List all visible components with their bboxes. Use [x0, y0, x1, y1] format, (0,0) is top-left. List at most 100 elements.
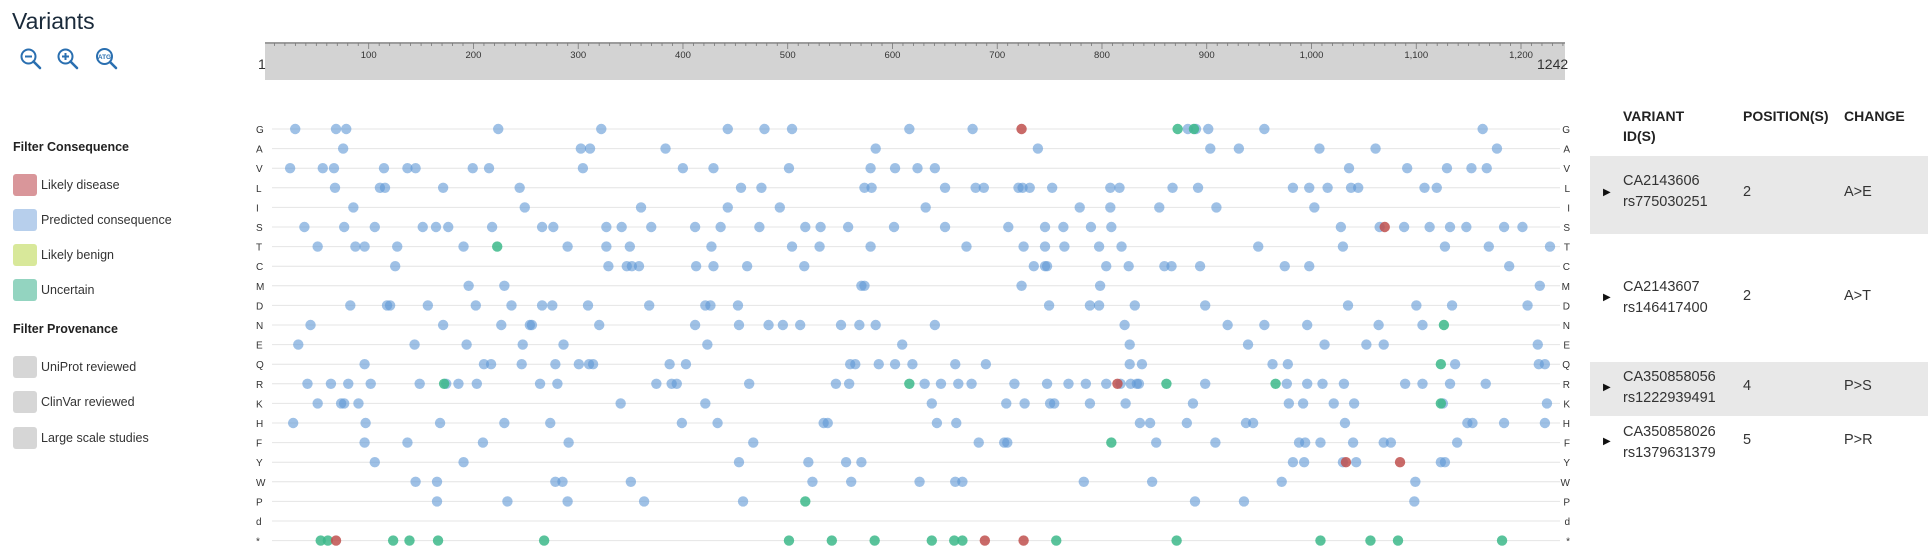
variant-point[interactable]	[1491, 143, 1503, 154]
variant-point[interactable]	[1134, 417, 1146, 429]
variant-point[interactable]	[1541, 398, 1553, 409]
variant-point[interactable]	[562, 496, 573, 507]
variant-point[interactable]	[1199, 378, 1211, 389]
variant-point[interactable]	[950, 359, 961, 370]
variant-point[interactable]	[1063, 378, 1074, 389]
variant-point[interactable]	[888, 221, 900, 233]
variant-point[interactable]	[1534, 280, 1545, 291]
variant-point-uncertain[interactable]	[957, 535, 968, 546]
variant-point[interactable]	[343, 378, 354, 389]
variant-point[interactable]	[514, 182, 525, 193]
variant-point[interactable]	[550, 476, 561, 487]
variant-point[interactable]	[312, 398, 323, 409]
filter-predicted-consequence[interactable]: Predicted consequence	[13, 209, 172, 231]
variant-point[interactable]	[822, 417, 833, 429]
variant-point[interactable]	[732, 300, 744, 311]
variant-point[interactable]	[548, 221, 559, 233]
variant-point-uncertain[interactable]	[869, 535, 880, 546]
variant-point[interactable]	[1240, 417, 1252, 429]
variant-point[interactable]	[562, 241, 573, 252]
variant-point[interactable]	[1314, 143, 1325, 154]
variant-point-uncertain[interactable]	[1496, 535, 1508, 546]
variant-point[interactable]	[365, 378, 376, 389]
variant-point[interactable]	[359, 437, 370, 448]
variant-point-uncertain[interactable]	[1435, 359, 1447, 370]
variant-point[interactable]	[558, 339, 569, 350]
variant-point[interactable]	[483, 163, 495, 174]
variant-point[interactable]	[759, 123, 770, 135]
variant-point[interactable]	[616, 221, 627, 233]
variant-point[interactable]	[690, 261, 702, 272]
variant-point[interactable]	[774, 202, 785, 213]
variant-point[interactable]	[1151, 437, 1162, 448]
variant-point[interactable]	[430, 221, 442, 233]
variant-point[interactable]	[1424, 221, 1435, 233]
variant-point[interactable]	[1059, 241, 1070, 252]
variant-point[interactable]	[1439, 241, 1451, 252]
variant-point[interactable]	[545, 417, 556, 429]
variant-point[interactable]	[290, 123, 301, 135]
variant-point[interactable]	[644, 300, 655, 311]
variant-point[interactable]	[431, 496, 443, 507]
variant-point[interactable]	[477, 437, 489, 448]
variant-point[interactable]	[1350, 457, 1362, 468]
variant-point[interactable]	[1480, 378, 1491, 389]
variant-point[interactable]	[737, 496, 749, 507]
variant-point[interactable]	[865, 241, 876, 252]
variant-point-uncertain[interactable]	[1106, 437, 1117, 448]
variant-point-uncertain[interactable]	[949, 535, 960, 546]
variant-point[interactable]	[1477, 123, 1488, 135]
expand-triangle-icon[interactable]: ▶	[1603, 187, 1611, 198]
variant-point[interactable]	[914, 476, 925, 487]
variant-point[interactable]	[1058, 221, 1069, 233]
variant-point[interactable]	[1304, 261, 1315, 272]
filter-likely-benign[interactable]: Likely benign	[13, 244, 114, 266]
variant-point[interactable]	[1253, 241, 1264, 252]
variant-point[interactable]	[360, 417, 371, 429]
variant-point[interactable]	[919, 378, 930, 389]
zoom-to-sequence-button[interactable]: ATG	[94, 46, 120, 72]
variant-point[interactable]	[467, 163, 478, 174]
variant-point[interactable]	[1159, 261, 1170, 272]
variant-point[interactable]	[646, 221, 657, 233]
variant-point[interactable]	[437, 182, 449, 193]
variant-point[interactable]	[603, 261, 614, 272]
variant-point[interactable]	[284, 163, 296, 174]
variant-point[interactable]	[1361, 339, 1372, 350]
variant-point[interactable]	[577, 163, 589, 174]
variant-point[interactable]	[1466, 163, 1477, 174]
variant-point[interactable]	[392, 241, 403, 252]
variant-point[interactable]	[1017, 182, 1028, 193]
variant-point[interactable]	[499, 417, 510, 429]
variant-point[interactable]	[517, 339, 528, 350]
variant-point[interactable]	[926, 398, 937, 409]
variant-grid[interactable]: G GA AV VL LI IS ST TC CM MD DN NE EQ QR RK KH HF FY YW WP P…	[248, 116, 1578, 546]
variant-point[interactable]	[967, 123, 978, 135]
variant-point[interactable]	[763, 319, 774, 331]
variant-point[interactable]	[359, 241, 370, 252]
variant-point[interactable]	[1001, 398, 1012, 409]
variant-point[interactable]	[706, 241, 717, 252]
variant-point[interactable]	[587, 359, 599, 370]
variant-point[interactable]	[1041, 378, 1053, 389]
variant-point[interactable]	[889, 359, 901, 370]
variant-point[interactable]	[1093, 241, 1105, 252]
variant-point[interactable]	[624, 241, 636, 252]
variant-point[interactable]	[1353, 182, 1364, 193]
table-row[interactable]: ▶ CA2143606 rs775030251 2 A>E	[1590, 156, 1928, 234]
expand-triangle-icon[interactable]: ▶	[1603, 292, 1611, 303]
filter-large-scale-studies[interactable]: Large scale studies	[13, 427, 149, 449]
variant-point[interactable]	[1136, 359, 1148, 370]
variant-point[interactable]	[378, 163, 390, 174]
variant-point[interactable]	[735, 182, 747, 193]
variant-point[interactable]	[534, 378, 546, 389]
variant-point[interactable]	[302, 378, 313, 389]
variant-point[interactable]	[1124, 339, 1135, 350]
variant-point[interactable]	[783, 163, 795, 174]
variant-point[interactable]	[1205, 143, 1216, 154]
variant-point[interactable]	[1276, 476, 1287, 487]
variant-point[interactable]	[794, 319, 806, 331]
variant-point[interactable]	[966, 378, 977, 389]
variant-point[interactable]	[563, 437, 574, 448]
variant-point[interactable]	[807, 476, 818, 487]
